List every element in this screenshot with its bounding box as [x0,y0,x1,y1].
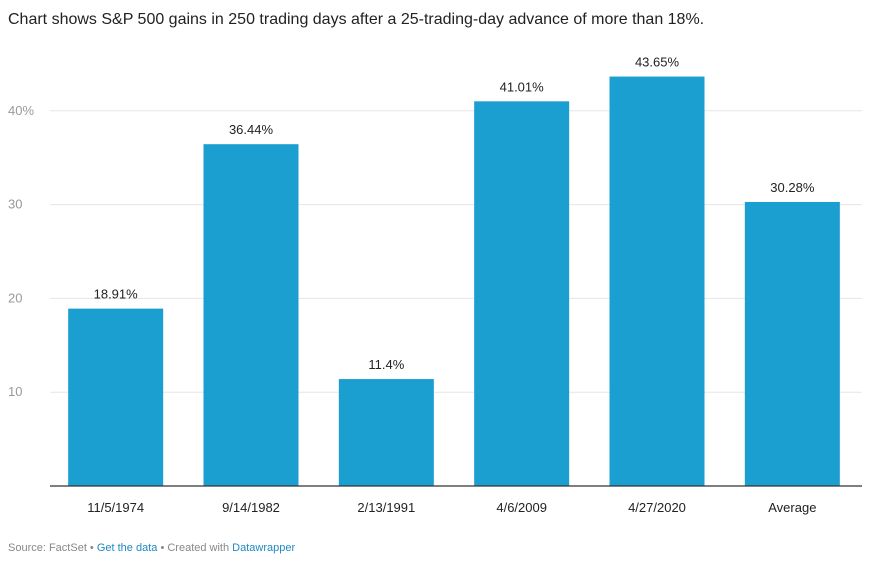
y-tick-label: 10 [8,384,22,399]
x-tick-label: 4/27/2020 [628,500,686,515]
data-label: 30.28% [770,180,815,195]
separator: • [157,542,168,554]
bar [744,201,840,486]
bar [474,101,570,486]
x-tick-label: 9/14/1982 [222,500,280,515]
data-label: 43.65% [635,55,680,70]
created-with-text: Created with [167,542,233,554]
bar-chart: 10 20 30 40% 18.91% 11/5/1974 36.44% 9/14/1982 1… [8,55,862,515]
bar [338,379,434,486]
y-tick-label: 40% [8,103,34,118]
separator: • [86,542,97,554]
chart-title: Chart shows S&P 500 gains in 250 trading… [8,11,705,28]
bar [203,144,299,486]
chart-footer: Source: FactSet • Get the data • Created… [8,542,295,554]
data-label: 11.4% [368,357,404,372]
x-tick-label: 4/6/2009 [496,500,547,515]
data-label: 36.44% [229,122,274,137]
source-text: Source: FactSet [8,542,87,554]
bar [68,308,164,486]
y-tick-label: 20 [8,290,22,305]
x-tick-label: 11/5/1974 [87,500,144,515]
bar [609,76,705,487]
get-the-data-link[interactable]: Get the data [96,542,158,554]
y-tick-label: 30 [8,197,22,212]
datawrapper-link[interactable]: Datawrapper [232,542,296,554]
x-tick-label: 2/13/1991 [357,500,415,515]
data-label: 41.01% [500,79,545,94]
x-tick-label: Average [768,500,816,515]
data-label: 18.91% [94,287,139,302]
